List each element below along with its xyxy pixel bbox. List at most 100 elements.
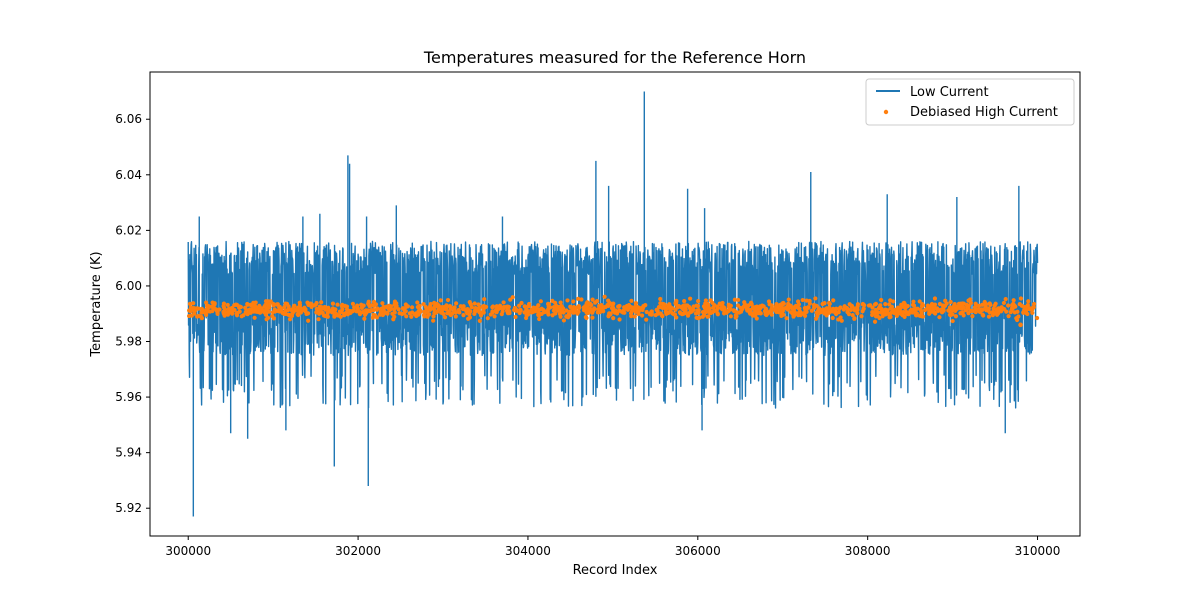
scatter-point [620,310,626,315]
scatter-point [767,302,772,307]
scatter-point [792,313,797,318]
scatter-point [1011,298,1016,303]
scatter-point [617,303,622,309]
scatter-point [836,310,841,315]
scatter-point [912,309,917,314]
scatter-point [1025,311,1030,317]
scatter-point [882,308,887,313]
scatter-point [942,303,948,309]
y-tick-label: 5.98 [115,335,142,349]
scatter-point [282,311,287,317]
y-tick-label: 6.02 [115,223,142,237]
scatter-point [973,310,978,315]
scatter-point [392,310,397,315]
x-axis: 300000 302000 304000 306000 308000 310000 [165,536,1060,558]
scatter-point [609,306,615,311]
scatter-point [454,301,459,306]
scatter-point [758,305,764,310]
legend: Low Current Debiased High Current [865,78,1075,126]
scatter-point [1034,315,1040,321]
scatter-point [204,300,209,305]
x-tick-label: 306000 [675,544,721,558]
scatter-point [887,315,892,320]
scatter-point [861,306,866,311]
scatter-point [970,313,975,319]
scatter-point [517,303,522,308]
scatter-point [817,308,822,313]
scatter-point [409,314,414,319]
legend-low-current-label: Low Current [910,85,989,100]
y-axis: 5.92 5.94 5.96 5.98 6.00 6.02 6.04 6.06 [115,112,150,515]
scatter-point [673,307,678,312]
scatter-point [590,315,595,320]
scatter-point [252,315,257,320]
scatter-point [446,311,451,316]
scatter-point [1003,297,1008,302]
scatter-point [736,297,741,303]
scatter-point [538,299,543,304]
scatter-point [558,308,564,313]
scatter-point [932,296,938,301]
scatter-point [779,311,784,316]
scatter-point [409,305,415,310]
scatter-point [529,310,534,315]
scatter-point [526,304,531,309]
scatter-point [589,302,594,308]
scatter-point [913,313,919,318]
scatter-point [728,307,733,312]
scatter-point [262,309,267,314]
scatter-point [781,300,786,306]
scatter-point [887,302,892,307]
scatter-point [655,308,660,314]
scatter-point [432,310,437,316]
scatter-point [501,300,506,305]
scatter-point [233,302,238,307]
scatter-point [990,309,995,315]
scatter-point [314,300,319,306]
scatter-point [778,303,783,308]
scatter-point [785,307,790,312]
scatter-point [981,313,986,318]
scatter-point [917,313,922,318]
scatter-point [490,305,495,310]
scatter-point [769,306,774,311]
scatter-point [842,304,847,309]
scatter-point [925,303,931,308]
scatter-point [570,307,575,313]
scatter-point [1018,296,1024,301]
scatter-point [188,309,193,314]
scatter-point [632,314,637,319]
scatter-point [575,311,580,316]
scatter-point [551,308,556,313]
scatter-point [316,317,321,322]
scatter-point [751,305,756,310]
scatter-point [282,304,287,310]
scatter-point [932,302,938,307]
scatter-point [204,307,210,313]
scatter-point [531,305,536,310]
scatter-point [249,307,254,312]
scatter-point [268,299,273,304]
scatter-point [870,310,875,315]
scatter-point [742,302,748,307]
scatter-point [967,297,973,302]
scatter-point [670,311,675,316]
scatter-point [367,304,372,309]
scatter-point [350,301,356,306]
scatter-point [339,310,344,315]
scatter-point [453,310,459,315]
scatter-point [458,304,463,309]
scatter-point [352,305,357,310]
scatter-point [826,306,831,311]
scatter-point [348,310,353,316]
scatter-point [887,312,892,317]
scatter-point [764,312,769,318]
scatter-point [1010,302,1015,308]
scatter-point [809,308,814,313]
scatter-point [576,303,581,309]
scatter-point [1031,305,1036,310]
scatter-point [449,311,455,317]
scatter-point [335,302,340,307]
scatter-point [377,312,383,317]
